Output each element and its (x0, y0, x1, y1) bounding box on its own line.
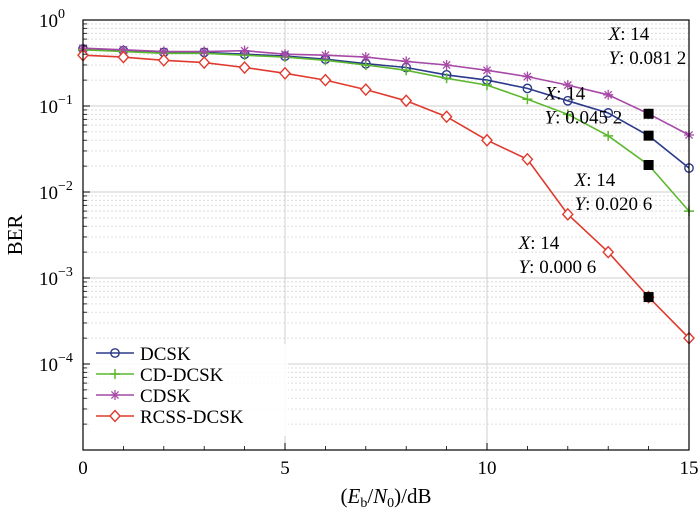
data-point-star (118, 44, 129, 55)
data-point-diamond (319, 73, 332, 87)
y-tick-label: 10−3 (39, 265, 73, 290)
datatip-x-label: X: 14 (544, 84, 586, 105)
data-point-star (239, 45, 250, 56)
series-line (82, 54, 690, 339)
series-line (82, 49, 690, 212)
datatip-y-label: Y: 0.020 6 (575, 194, 653, 215)
y-tick-label: 10−4 (39, 351, 73, 376)
series-line (82, 48, 690, 169)
x-tick-label: 15 (680, 458, 699, 479)
data-point-circle (522, 83, 533, 94)
datatip-marker (643, 130, 654, 141)
data-point-star (522, 71, 533, 82)
data-point-diamond (602, 245, 615, 259)
y-tick-label: 10−2 (39, 179, 73, 204)
datatip-marker (643, 108, 654, 119)
legend-label: CD-DCSK (140, 365, 224, 386)
datatip-y-label: Y: 0.045 2 (545, 108, 623, 129)
data-point-star (320, 50, 331, 61)
legend-label: DCSK (140, 344, 191, 365)
data-point-diamond (117, 50, 130, 64)
data-point-diamond (109, 409, 121, 423)
data-point-star (280, 49, 290, 60)
data-point-star (401, 56, 412, 67)
ticks-layer (82, 19, 690, 451)
data-point-diamond (561, 207, 574, 221)
x-tick-label: 10 (478, 458, 497, 479)
data-point-diamond (157, 53, 170, 67)
datatip-x-label: X: 14 (574, 170, 616, 191)
data-point-plus (110, 369, 120, 379)
data-point-circle (603, 108, 614, 118)
datatip-layer: X: 14 Y: 0.081 2 X: 14 Y: 0.045 2 X: 14 Y: 0.… (518, 24, 687, 303)
data-point-star (110, 390, 120, 400)
legend-item: CDSK (96, 386, 191, 407)
plot-frame (82, 19, 690, 451)
data-point-diamond (198, 56, 211, 70)
datatip-marker (643, 292, 654, 303)
data-point-circle (110, 348, 120, 358)
x-axis-title: (Eb/N0)/dB (340, 484, 431, 511)
data-point-star (199, 46, 210, 57)
series-line (82, 47, 690, 136)
x-tick-labels: 0 5 10 15 (78, 458, 698, 479)
datatip-x-label: X: 14 (608, 24, 650, 45)
legend-background (90, 344, 288, 436)
legend-label: CDSK (140, 386, 191, 407)
legend-item: CD-DCSK (96, 365, 224, 386)
data-point-plus (401, 65, 412, 76)
data-point-star (158, 46, 169, 57)
data-point-star (482, 65, 492, 76)
data-point-diamond (481, 133, 493, 147)
y-tick-label: 10−1 (39, 93, 73, 118)
data-point-diamond (279, 66, 291, 80)
data-point-diamond (359, 83, 372, 97)
data-point-star (562, 80, 573, 91)
y-tick-labels: 100 10−1 10−2 10−3 10−4 (39, 7, 73, 376)
data-point-star (360, 52, 371, 63)
data-point-diamond (238, 61, 251, 75)
x-tick-label: 5 (280, 458, 290, 479)
datatip-marker (643, 160, 654, 171)
data-point-plus (603, 130, 614, 141)
data-point-circle (562, 95, 573, 106)
data-point-plus (482, 80, 492, 91)
data-point-diamond (521, 152, 534, 166)
series-cdsk (78, 43, 694, 141)
major-grid (83, 20, 689, 450)
data-point-diamond (400, 94, 413, 108)
y-tick-label: 100 (39, 7, 65, 32)
datatip-y-label: Y: 0.081 2 (609, 48, 687, 69)
data-point-plus (522, 94, 533, 105)
datatip-x-label: X: 14 (518, 233, 560, 254)
legend-item: DCSK (96, 344, 191, 365)
data-point-star (441, 59, 452, 70)
series-layer (77, 43, 695, 345)
x-tick-label: 0 (78, 458, 88, 479)
data-point-plus (441, 73, 452, 84)
data-point-diamond (440, 110, 453, 124)
data-point-star (603, 89, 614, 100)
datatip-y-label: Y: 0.000 6 (519, 257, 597, 278)
data-point-plus (562, 109, 573, 120)
y-axis-title: BER (3, 215, 27, 256)
legend-item: RCSS-DCSK (96, 407, 244, 428)
legend-label: RCSS-DCSK (140, 407, 244, 428)
